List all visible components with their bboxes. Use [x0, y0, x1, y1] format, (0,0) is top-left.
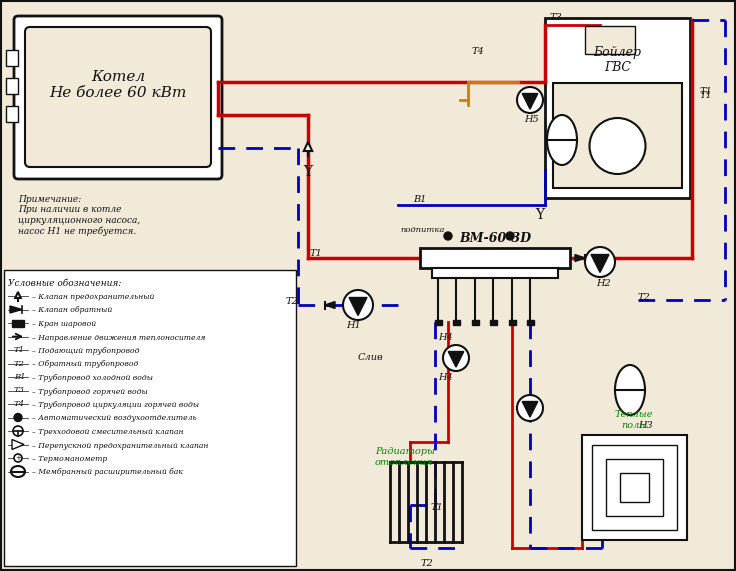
Text: – Клапан предохранительный: – Клапан предохранительный	[32, 293, 155, 301]
Polygon shape	[523, 94, 538, 109]
Circle shape	[13, 426, 23, 436]
Bar	[585, 26, 635, 54]
Bar	[432, 268, 558, 278]
Text: – Трубопровод холодной воды: – Трубопровод холодной воды	[32, 374, 153, 382]
Bar	[453, 320, 459, 324]
Text: Н3: Н3	[638, 420, 653, 429]
Text: Слив: Слив	[358, 353, 383, 363]
Text: – Трубопровод циркуляции горячей воды: – Трубопровод циркуляции горячей воды	[32, 401, 199, 409]
Text: Примечание:
При наличии в котле
циркуляционного насоса,
насос Н1 не требуется.: Примечание: При наличии в котле циркуляц…	[18, 195, 141, 236]
Bar	[545, 18, 690, 198]
Text: – Направление движения теплоносителя: – Направление движения теплоносителя	[32, 333, 205, 341]
Text: T2: T2	[286, 297, 299, 307]
Polygon shape	[523, 401, 538, 417]
Text: Н1: Н1	[346, 321, 361, 331]
Polygon shape	[304, 142, 312, 151]
Text: – Клапан обратный: – Клапан обратный	[32, 307, 113, 315]
Text: Н5: Н5	[524, 115, 539, 124]
Circle shape	[14, 454, 22, 462]
Bar	[434, 320, 442, 324]
Text: – Автоматический воздухоотделитель: – Автоматический воздухоотделитель	[32, 415, 197, 423]
Text: Условные обозначения:: Условные обозначения:	[8, 279, 121, 288]
Bar	[12, 320, 24, 327]
Polygon shape	[325, 301, 335, 308]
Bar	[509, 320, 515, 324]
Bar	[4, 270, 296, 566]
Polygon shape	[448, 352, 464, 367]
Text: – Трехходовой смесительный клапан: – Трехходовой смесительный клапан	[32, 428, 183, 436]
Text: – Кран шаровой: – Кран шаровой	[32, 320, 96, 328]
Polygon shape	[575, 255, 585, 262]
Text: B1: B1	[413, 195, 426, 204]
Text: T4: T4	[472, 47, 485, 57]
Circle shape	[590, 118, 645, 174]
Polygon shape	[12, 440, 24, 449]
Text: Радиаторы
отопления: Радиаторы отопления	[375, 447, 435, 467]
Bar	[620, 473, 649, 502]
Text: подпитка: подпитка	[400, 226, 445, 234]
Polygon shape	[591, 255, 609, 272]
Circle shape	[517, 395, 543, 421]
Ellipse shape	[615, 365, 645, 415]
Text: – Термоманометр: – Термоманометр	[32, 455, 107, 463]
Text: T1: T1	[700, 90, 712, 99]
Bar	[6, 50, 18, 66]
Text: T3: T3	[14, 387, 25, 395]
Text: T1: T1	[700, 87, 712, 96]
Text: B1: B1	[14, 373, 26, 381]
Circle shape	[444, 232, 452, 240]
Text: – Трубопровод горячей воды: – Трубопровод горячей воды	[32, 388, 148, 396]
Text: T2: T2	[421, 560, 434, 569]
Bar	[489, 320, 497, 324]
Text: T1: T1	[14, 346, 25, 354]
Circle shape	[343, 290, 373, 320]
FancyBboxPatch shape	[14, 16, 222, 179]
Text: T4: T4	[14, 400, 25, 408]
FancyBboxPatch shape	[25, 27, 211, 167]
Text: T2: T2	[638, 292, 651, 301]
Text: ВМ-60-3D: ВМ-60-3D	[459, 231, 531, 244]
Text: Н4: Н4	[438, 333, 453, 343]
Text: Н4: Н4	[438, 373, 453, 383]
Text: Y: Y	[303, 165, 312, 179]
Bar	[553, 83, 682, 188]
Bar	[6, 106, 18, 122]
Bar	[6, 78, 18, 94]
Bar	[472, 320, 478, 324]
Bar	[526, 320, 534, 324]
Text: Котел
Не более 60 кВт: Котел Не более 60 кВт	[49, 70, 187, 100]
Text: T1: T1	[310, 248, 323, 258]
Polygon shape	[10, 306, 22, 313]
Circle shape	[517, 87, 543, 113]
Text: T3: T3	[550, 13, 563, 22]
Circle shape	[14, 413, 22, 421]
Text: Н2: Н2	[596, 279, 611, 288]
Text: Бойлер
ГВС: Бойлер ГВС	[593, 46, 642, 74]
Ellipse shape	[547, 115, 577, 165]
Ellipse shape	[11, 466, 25, 477]
Bar	[592, 445, 677, 530]
Bar	[606, 459, 663, 516]
Text: – Мембранный расширительный бак: – Мембранный расширительный бак	[32, 468, 183, 477]
Text: T2: T2	[14, 360, 25, 368]
Circle shape	[506, 232, 514, 240]
Text: T1: T1	[431, 502, 444, 512]
Text: Y: Y	[535, 208, 544, 222]
Circle shape	[585, 247, 615, 277]
Bar	[582, 435, 687, 540]
Text: Теплые
полы: Теплые полы	[615, 411, 654, 430]
Polygon shape	[349, 297, 367, 316]
Bar	[420, 248, 570, 268]
Text: – Подающий трубопровод: – Подающий трубопровод	[32, 347, 140, 355]
Polygon shape	[15, 292, 21, 298]
Text: – Перепускной предохранительный клапан: – Перепускной предохранительный клапан	[32, 441, 208, 449]
Circle shape	[443, 345, 469, 371]
Text: – Обратный трубопровод: – Обратный трубопровод	[32, 360, 138, 368]
Text: +: +	[15, 455, 21, 461]
